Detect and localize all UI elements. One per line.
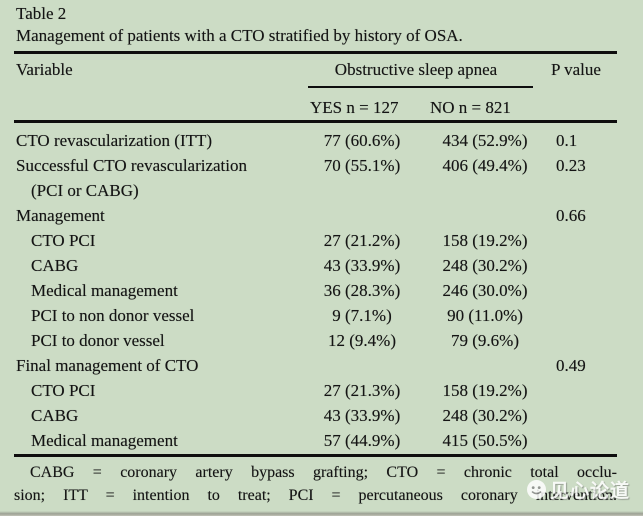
table-body: CTO revascularization (ITT) 77 (60.6%) 4… — [0, 128, 643, 453]
cell-no-value: 415 (50.5%) — [442, 431, 528, 450]
column-header-pvalue: P value — [551, 60, 601, 79]
table-row: CTO PCI 27 (21.3%) 158 (19.2%) — [0, 378, 643, 403]
watermark: 见心论道 — [526, 476, 630, 503]
cell-p-value — [546, 228, 643, 253]
cell-yes-value — [300, 178, 424, 203]
row-label: Successful CTO revascularization — [16, 156, 248, 175]
cell-p-value: 0.66 — [556, 206, 586, 225]
watermark-text: 见心论道 — [550, 480, 631, 502]
cell-p-value: 0.49 — [556, 356, 586, 375]
cell-no-value: 158 (19.2%) — [442, 231, 528, 250]
cell-yes-value: 9 (7.1%) — [332, 306, 392, 325]
table-footnote: CABG = coronary artery bypass grafting; … — [14, 461, 617, 507]
cell-no-value — [424, 203, 546, 228]
cell-p-value — [546, 328, 643, 353]
footnote-line-1: CABG = coronary artery bypass grafting; … — [30, 464, 617, 481]
cell-p-value — [546, 428, 643, 453]
table-row: (PCI or CABG) — [0, 178, 643, 203]
watermark-logo-icon — [527, 480, 546, 499]
cell-no-value: 246 (30.0%) — [442, 281, 528, 300]
cell-yes-value: 77 (60.6%) — [323, 131, 401, 150]
bottom-rule — [14, 454, 617, 457]
cell-no-value: 406 (49.4%) — [442, 156, 528, 175]
table-row: CTO revascularization (ITT) 77 (60.6%) 4… — [0, 128, 643, 153]
cell-no-value: 90 (11.0%) — [447, 306, 523, 325]
row-label: CTO PCI — [31, 231, 96, 250]
cell-yes-value: 43 (33.9%) — [323, 256, 401, 275]
cell-yes-value: 70 (55.1%) — [323, 156, 401, 175]
table-number-label: Table 2 — [16, 4, 67, 23]
table-row: Medical management 36 (28.3%) 246 (30.0%… — [0, 278, 643, 303]
cell-p-value: 0.23 — [556, 156, 586, 175]
cell-no-value: 158 (19.2%) — [442, 381, 528, 400]
scan-edge-artifact — [0, 511, 643, 516]
row-label: (PCI or CABG) — [31, 181, 139, 200]
cell-no-value — [424, 178, 546, 203]
cell-yes-value: 43 (33.9%) — [323, 406, 401, 425]
row-label: CTO revascularization (ITT) — [16, 131, 213, 150]
cell-no-value: 434 (52.9%) — [442, 131, 528, 150]
row-label: CABG — [31, 256, 79, 275]
row-label: CTO PCI — [31, 381, 96, 400]
cell-yes-value: 27 (21.2%) — [323, 231, 401, 250]
row-label: PCI to non donor vessel — [31, 306, 195, 325]
cell-p-value: 0.1 — [556, 131, 578, 150]
column-header-yes: YES n = 127 — [310, 98, 399, 117]
table-row: Final management of CTO 0.49 — [0, 353, 643, 378]
cell-p-value — [546, 278, 643, 303]
cell-p-value — [546, 253, 643, 278]
row-label: Final management of CTO — [16, 356, 199, 375]
cell-yes-value: 12 (9.4%) — [328, 331, 396, 350]
cell-yes-value: 57 (44.9%) — [323, 431, 401, 450]
cell-p-value — [546, 178, 643, 203]
cell-no-value: 248 (30.2%) — [442, 256, 528, 275]
group-header-underline — [308, 86, 533, 88]
column-group-header-osa: Obstructive sleep apnea — [334, 60, 498, 79]
table-row: PCI to donor vessel 12 (9.4%) 79 (9.6%) — [0, 328, 643, 353]
table-row: CABG 43 (33.9%) 248 (30.2%) — [0, 403, 643, 428]
table-caption: Management of patients with a CTO strati… — [16, 26, 463, 45]
header-rule — [14, 120, 617, 123]
footnote-line-2: sion; ITT = intention to treat; PCI = pe… — [14, 487, 617, 504]
row-label: Medical management — [31, 281, 178, 300]
table-row: CTO PCI 27 (21.2%) 158 (19.2%) — [0, 228, 643, 253]
row-label: Medical management — [31, 431, 178, 450]
cell-yes-value: 27 (21.3%) — [323, 381, 401, 400]
cell-p-value — [546, 403, 643, 428]
table-row: PCI to non donor vessel 9 (7.1%) 90 (11.… — [0, 303, 643, 328]
table-row: Successful CTO revascularization 70 (55.… — [0, 153, 643, 178]
cell-no-value — [424, 353, 546, 378]
cell-p-value — [546, 303, 643, 328]
cell-p-value — [546, 378, 643, 403]
column-header-no: NO n = 821 — [430, 98, 511, 117]
row-label: PCI to donor vessel — [31, 331, 165, 350]
cell-yes-value: 36 (28.3%) — [323, 281, 401, 300]
row-label: Management — [16, 206, 105, 225]
cell-no-value: 248 (30.2%) — [442, 406, 528, 425]
cell-yes-value — [300, 203, 424, 228]
top-rule — [14, 51, 617, 54]
table-row: CABG 43 (33.9%) 248 (30.2%) — [0, 253, 643, 278]
table-row: Management 0.66 — [0, 203, 643, 228]
column-header-variable: Variable — [16, 60, 73, 79]
cell-yes-value — [300, 353, 424, 378]
row-label: CABG — [31, 406, 79, 425]
table-title-block: Table 2 Management of patients with a CT… — [16, 3, 463, 47]
table-row: Medical management 57 (44.9%) 415 (50.5%… — [0, 428, 643, 453]
cell-no-value: 79 (9.6%) — [451, 331, 519, 350]
